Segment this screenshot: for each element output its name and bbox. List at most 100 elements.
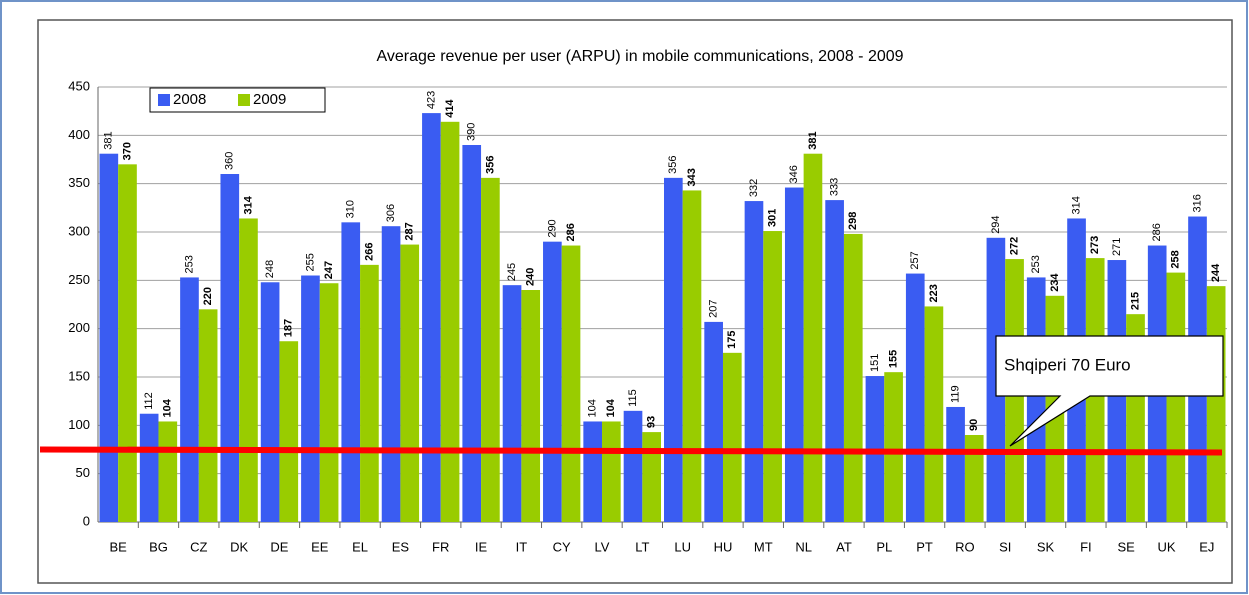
bar bbox=[964, 435, 984, 522]
data-label: 301 bbox=[767, 209, 779, 227]
x-tick-label: FI bbox=[1080, 539, 1092, 554]
x-tick-label: CZ bbox=[190, 539, 207, 554]
data-label: 360 bbox=[224, 152, 236, 170]
data-label: 332 bbox=[748, 179, 760, 197]
bar bbox=[198, 309, 218, 522]
bar bbox=[543, 241, 562, 522]
x-tick-label: EL bbox=[352, 539, 368, 554]
x-tick-label: HU bbox=[714, 539, 733, 554]
data-label: 273 bbox=[1089, 236, 1101, 254]
bar bbox=[623, 410, 643, 522]
x-tick-label: LU bbox=[674, 539, 691, 554]
bar bbox=[682, 190, 702, 522]
bar bbox=[440, 121, 460, 523]
x-tick-label: LT bbox=[635, 539, 649, 554]
data-label: 314 bbox=[1070, 196, 1082, 214]
bar bbox=[319, 283, 339, 522]
data-label: 215 bbox=[1129, 292, 1141, 310]
data-label: 314 bbox=[242, 195, 254, 214]
data-label: 255 bbox=[304, 253, 316, 271]
data-label: 247 bbox=[323, 261, 335, 279]
data-label: 253 bbox=[183, 255, 195, 273]
bar bbox=[400, 244, 420, 523]
bar bbox=[664, 177, 683, 522]
x-tick-label: RO bbox=[955, 539, 975, 554]
data-label: 294 bbox=[990, 215, 1002, 233]
bar bbox=[481, 177, 500, 522]
bar bbox=[422, 113, 441, 522]
bar bbox=[763, 231, 782, 523]
data-label: 240 bbox=[525, 268, 537, 286]
data-label: 316 bbox=[1191, 194, 1203, 212]
x-tick-label: SI bbox=[999, 539, 1011, 554]
data-label: 175 bbox=[726, 330, 738, 348]
bar bbox=[1166, 272, 1186, 522]
data-label: 112 bbox=[143, 392, 155, 410]
bar bbox=[118, 164, 137, 523]
x-tick-label: UK bbox=[1157, 539, 1175, 554]
data-label: 104 bbox=[587, 399, 599, 417]
x-tick-label: PT bbox=[916, 539, 933, 554]
bar bbox=[139, 413, 159, 522]
reference-line bbox=[39, 446, 1223, 456]
y-tick-label: 250 bbox=[68, 272, 90, 287]
data-label: 286 bbox=[1151, 223, 1163, 241]
bar bbox=[502, 285, 522, 522]
legend-box bbox=[149, 87, 326, 113]
bar bbox=[521, 290, 541, 522]
bar bbox=[583, 421, 603, 522]
bar bbox=[744, 201, 764, 523]
bar bbox=[561, 245, 581, 523]
x-tick-label: BE bbox=[109, 539, 127, 554]
x-tick-label: EJ bbox=[1199, 539, 1214, 554]
data-label: 258 bbox=[1170, 250, 1182, 268]
data-label: 266 bbox=[363, 243, 375, 261]
data-label: 414 bbox=[444, 99, 456, 118]
bar bbox=[260, 282, 280, 522]
legend-label: 2008 bbox=[173, 91, 206, 108]
data-label: 286 bbox=[565, 223, 577, 241]
data-label: 356 bbox=[484, 156, 496, 174]
data-label: 298 bbox=[847, 212, 859, 230]
legend-swatch bbox=[238, 94, 250, 106]
bar bbox=[825, 200, 844, 522]
x-tick-label: AT bbox=[836, 539, 852, 554]
bar bbox=[905, 273, 925, 522]
bar bbox=[301, 275, 320, 522]
data-label: 287 bbox=[404, 222, 416, 240]
data-label: 346 bbox=[788, 165, 800, 183]
callout bbox=[995, 335, 1224, 447]
data-label: 151 bbox=[869, 354, 881, 372]
legend-swatch bbox=[158, 94, 170, 106]
bar bbox=[279, 341, 299, 522]
bar bbox=[784, 187, 804, 523]
bar bbox=[158, 421, 178, 522]
legend-label: 2009 bbox=[253, 91, 286, 108]
data-label: 423 bbox=[425, 91, 437, 109]
y-tick-label: 300 bbox=[68, 223, 90, 238]
data-label: 93 bbox=[646, 416, 658, 428]
bar bbox=[1026, 277, 1046, 522]
bar bbox=[843, 233, 863, 522]
data-label: 381 bbox=[807, 131, 819, 149]
bar bbox=[884, 372, 903, 522]
x-tick-label: IE bbox=[475, 539, 488, 554]
data-label: 223 bbox=[928, 284, 940, 302]
chart-title: Average revenue per user (ARPU) in mobil… bbox=[376, 48, 903, 65]
x-tick-label: EE bbox=[311, 539, 329, 554]
bar bbox=[381, 226, 401, 522]
bar bbox=[220, 174, 240, 522]
data-label: 310 bbox=[345, 200, 357, 218]
data-label: 119 bbox=[949, 385, 961, 403]
bar bbox=[946, 406, 965, 522]
x-tick-label: DE bbox=[270, 539, 288, 554]
x-tick-label: LV bbox=[595, 539, 610, 554]
x-tick-label: IT bbox=[516, 539, 528, 554]
bar bbox=[704, 321, 723, 522]
data-label: 155 bbox=[888, 350, 900, 368]
data-label: 272 bbox=[1008, 237, 1020, 255]
bar bbox=[803, 153, 823, 522]
data-label: 257 bbox=[909, 251, 921, 269]
x-tick-label: ES bbox=[392, 539, 410, 554]
